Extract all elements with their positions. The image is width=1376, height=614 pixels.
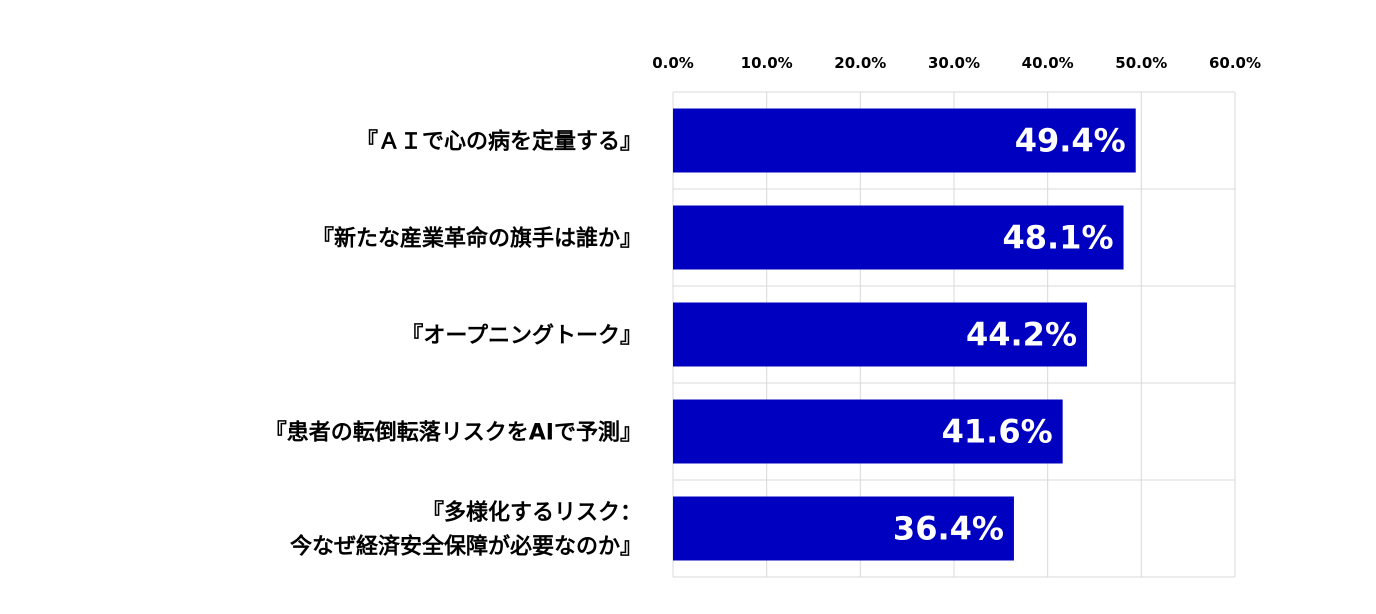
x-tick-label: 10.0% <box>741 54 793 72</box>
category-label-line: 今なぜ経済安全保障が必要なのか』 <box>290 534 642 560</box>
category-label: 『ＡＩで心の病を定量する』 <box>356 129 642 155</box>
category-label-line: 『患者の転倒転落リスクをAIで予測』 <box>265 420 642 446</box>
x-tick-label: 60.0% <box>1209 54 1261 72</box>
bar-value-label: 36.4% <box>893 510 1004 548</box>
category-label-line: 『新たな産業革命の旗手は誰か』 <box>312 226 642 252</box>
category-label-line: 『ＡＩで心の病を定量する』 <box>356 129 642 155</box>
bar <box>673 496 1014 561</box>
category-label: 『患者の転倒転落リスクをAIで予測』 <box>265 420 642 446</box>
bar-value-label: 49.4% <box>1015 122 1126 160</box>
category-label: 『オープニングトーク』 <box>401 323 642 349</box>
bars <box>673 108 1136 561</box>
x-axis-tick-labels: 0.0% 10.0% 20.0% 30.0% 40.0% 50.0% 60.0% <box>652 54 1261 72</box>
category-label: 『多様化するリスク： 今なぜ経済安全保障が必要なのか』 <box>290 500 642 560</box>
category-labels: 『ＡＩで心の病を定量する』『新たな産業革命の旗手は誰か』『オープニングトーク』『… <box>265 129 642 560</box>
x-tick-label: 20.0% <box>834 54 886 72</box>
bar-value-label: 44.2% <box>966 316 1077 354</box>
bar-value-label: 48.1% <box>1003 219 1114 257</box>
data-labels: 49.4% 48.1% 44.2% 41.6% 36.4% <box>893 122 1126 548</box>
bar <box>673 205 1124 270</box>
category-label: 『新たな産業革命の旗手は誰か』 <box>312 226 642 252</box>
x-tick-label: 30.0% <box>928 54 980 72</box>
category-label-line: 『オープニングトーク』 <box>401 323 642 349</box>
bar <box>673 302 1088 367</box>
x-tick-label: 40.0% <box>1022 54 1074 72</box>
bar-value-label: 41.6% <box>942 413 1053 451</box>
bar <box>673 108 1136 173</box>
x-tick-label: 0.0% <box>652 54 694 72</box>
bar <box>673 399 1063 464</box>
category-label-line: 『多様化するリスク： <box>422 500 642 526</box>
x-tick-label: 50.0% <box>1115 54 1167 72</box>
